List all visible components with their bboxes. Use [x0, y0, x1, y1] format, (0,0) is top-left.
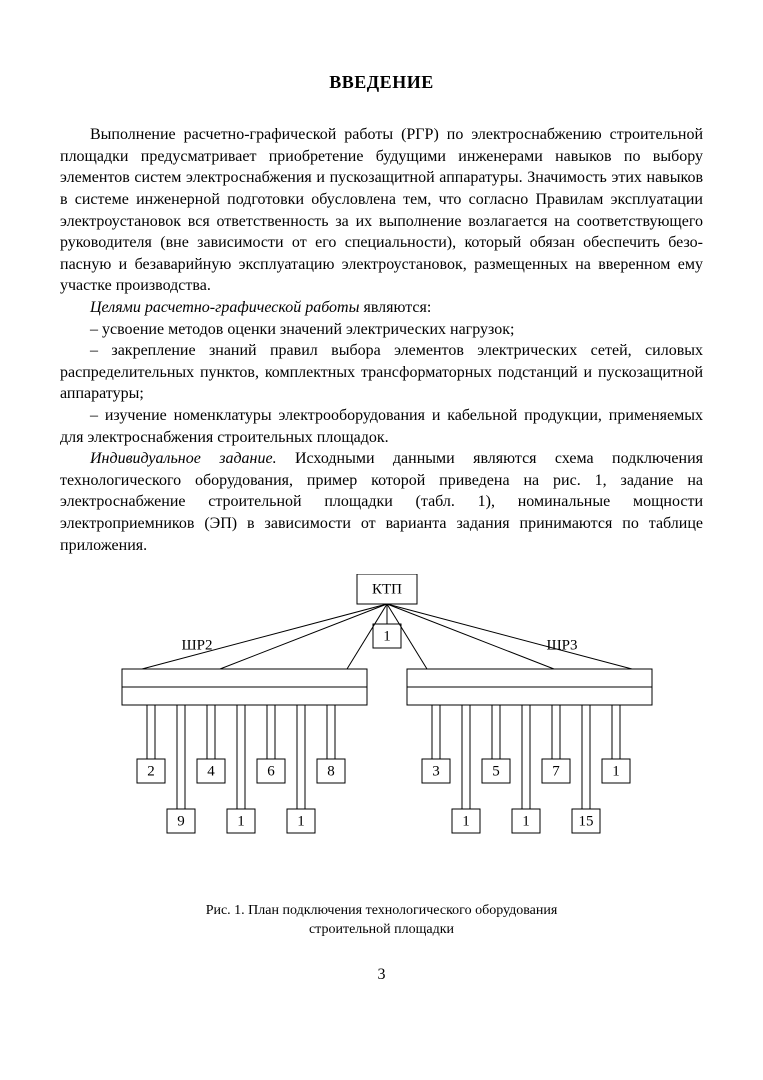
svg-text:3: 3 — [432, 764, 440, 780]
svg-text:4: 4 — [207, 764, 215, 780]
svg-text:6: 6 — [267, 764, 275, 780]
svg-text:2: 2 — [147, 764, 155, 780]
goal-item: – закрепление знаний правил выбора элеме… — [60, 340, 703, 405]
svg-text:7: 7 — [552, 764, 560, 780]
svg-text:5: 5 — [492, 764, 500, 780]
goals-lead-rest: являются: — [359, 299, 431, 316]
connection-diagram: КТП 1 ШР2 ШР3 2 4 6 8 9 1 1 3 5 7 1 1 1 15 — [92, 574, 672, 884]
svg-text:9: 9 — [177, 814, 185, 830]
intro-paragraph: Выполнение расчетно-графической работы (… — [60, 124, 703, 297]
svg-text:1: 1 — [612, 764, 620, 780]
goal-item: – изучение номенклатуры электрооборудова… — [60, 405, 703, 448]
caption-line-2: строительной площадки — [309, 922, 454, 937]
svg-text:ШР2: ШР2 — [181, 638, 212, 654]
svg-text:8: 8 — [327, 764, 335, 780]
goals-lead: Целями расчетно-графической работы являю… — [60, 297, 703, 319]
svg-text:1: 1 — [383, 629, 391, 645]
figure-caption: Рис. 1. План подключения технологическог… — [60, 902, 703, 940]
task-paragraph: Индивидуальное задание. Исходными данным… — [60, 448, 703, 556]
caption-line-1: Рис. 1. План подключения технологическог… — [206, 903, 558, 918]
svg-text:КТП: КТП — [372, 582, 402, 598]
svg-text:1: 1 — [462, 814, 470, 830]
goal-item: – усвоение методов оценки значений элект… — [60, 319, 703, 341]
task-lead-italic: Индивидуальное задание. — [90, 450, 277, 467]
svg-text:1: 1 — [237, 814, 245, 830]
svg-text:1: 1 — [297, 814, 305, 830]
page-number: 3 — [60, 964, 703, 986]
svg-text:15: 15 — [578, 814, 593, 830]
page-title: ВВЕДЕНИЕ — [60, 70, 703, 94]
svg-text:1: 1 — [522, 814, 530, 830]
diagram-figure: КТП 1 ШР2 ШР3 2 4 6 8 9 1 1 3 5 7 1 1 1 15 — [60, 574, 703, 884]
svg-text:ШР3: ШР3 — [546, 638, 577, 654]
goals-lead-italic: Целями расчетно-графической работы — [90, 299, 359, 316]
